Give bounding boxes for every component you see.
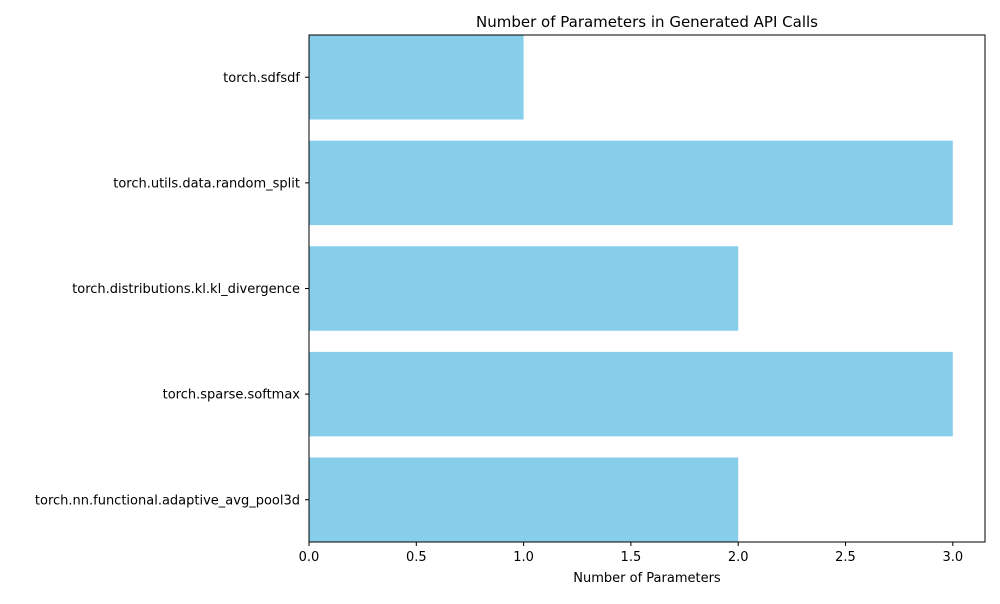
x-tick-label-4: 2.0 — [728, 550, 749, 565]
x-axis-label: Number of Parameters — [573, 571, 721, 586]
y-tick-label-2: torch.distributions.kl.kl_divergence — [72, 282, 300, 297]
bar-3 — [309, 351, 953, 437]
x-tick-label-0: 0.0 — [299, 550, 320, 565]
bars-layer — [309, 35, 953, 542]
chart-title: Number of Parameters in Generated API Ca… — [476, 13, 818, 31]
bar-2 — [309, 246, 739, 331]
x-tick-label-1: 0.5 — [406, 550, 427, 565]
bar-0 — [309, 35, 524, 120]
x-tick-label-2: 1.0 — [513, 550, 534, 565]
x-tick-label-5: 2.5 — [835, 550, 856, 565]
y-tick-label-1: torch.utils.data.random_split — [113, 176, 300, 191]
y-tick-label-3: torch.sparse.softmax — [163, 388, 301, 403]
x-tick-label-6: 3.0 — [942, 550, 963, 565]
y-tick-label-4: torch.nn.functional.adaptive_avg_pool3d — [35, 493, 300, 508]
bar-1 — [309, 140, 953, 226]
y-axis: torch.sdfsdf torch.utils.data.random_spli… — [35, 71, 309, 508]
x-axis: 0.0 0.5 1.0 1.5 2.0 2.5 3.0 — [299, 542, 963, 565]
x-tick-label-3: 1.5 — [621, 550, 642, 565]
y-tick-label-0: torch.sdfsdf — [223, 71, 300, 86]
bar-4 — [309, 457, 739, 542]
